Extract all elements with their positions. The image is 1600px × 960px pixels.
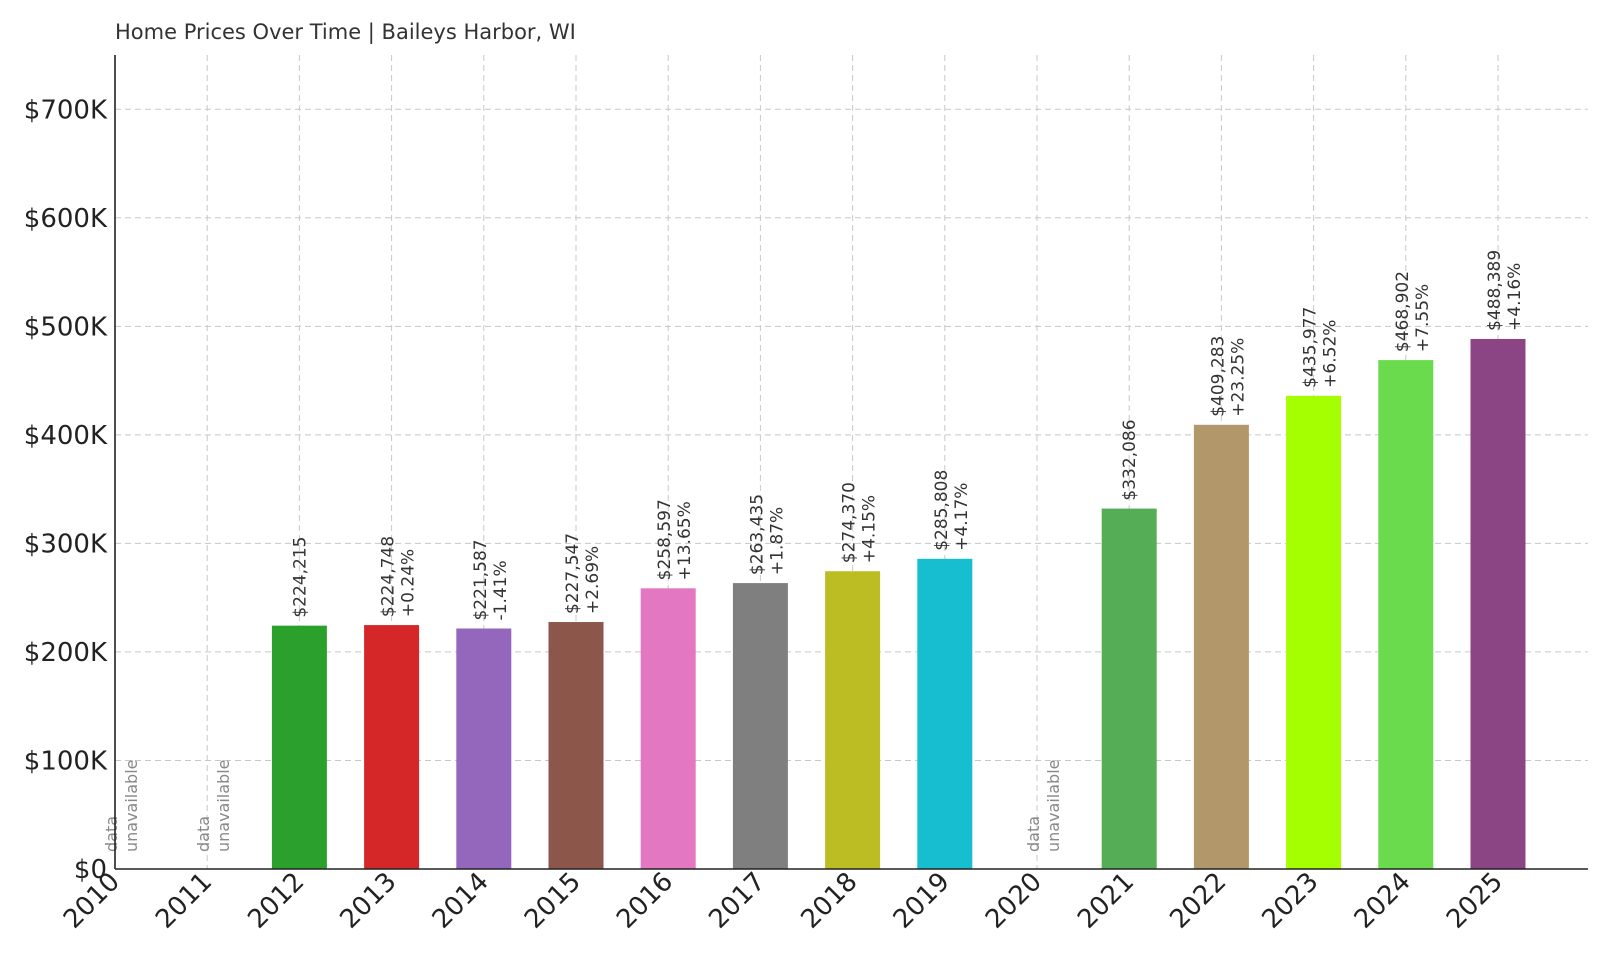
value-label-2024: $468,902+7.55% [1393,271,1433,352]
bar-2016 [640,588,696,869]
x-tick-label-2013: 2013 [335,867,403,935]
value-label-2019: $285,808+4.17% [932,470,972,551]
y-tick-label: $0 [74,855,107,885]
x-tick-label-2018: 2018 [796,867,864,935]
chart-title: Home Prices Over Time | Baileys Harbor, … [115,20,576,45]
value-label-2018: $274,370+4.15% [840,482,880,563]
x-tick-label-2021: 2021 [1072,867,1140,935]
value-label-2022: $409,283+23.25% [1208,336,1248,417]
x-tick-label-2016: 2016 [611,867,679,935]
value-labels: dataunavailable dataunavailable $224,215 $2… [102,250,1525,852]
x-tick-label-2023: 2023 [1257,867,1325,935]
value-label-2013: $224,748+0.24% [379,536,419,617]
x-tick-label-2014: 2014 [427,867,495,935]
value-label-2016: $258,597+13.65% [655,499,695,580]
y-tick-labels: $0 $100K $200K $300K $400K $500K $600K $700K [24,95,108,885]
value-label-2017: $263,435+1.87% [747,494,787,575]
x-tick-label-2011: 2011 [150,867,218,935]
value-label-2025: $488,389+4.16% [1485,250,1525,331]
value-label-2012: $224,215 [290,537,310,618]
data-unavailable-label: dataunavailable [194,760,233,853]
y-tick-label: $500K [24,312,108,342]
y-tick-label: $700K [24,95,108,125]
bar-2017 [732,583,788,869]
data-unavailable-label: dataunavailable [102,760,141,853]
x-tick-label-2019: 2019 [888,867,956,935]
y-tick-label: $600K [24,204,108,234]
y-tick-label: $400K [24,421,108,451]
bar-2019 [917,558,973,869]
bar-2023 [1286,395,1342,869]
bar-2015 [548,622,604,869]
x-tick-label-2020: 2020 [980,867,1048,935]
bar-2012 [271,625,327,869]
x-tick-label-2022: 2022 [1164,867,1232,935]
grid [115,55,1588,869]
y-tick-label: $300K [24,529,108,559]
x-tick-label-2017: 2017 [703,867,771,935]
bar-2024 [1378,360,1434,869]
bar-2014 [456,628,512,869]
value-label-2014: $221,587-1.41% [471,539,511,620]
axes [114,55,1588,870]
bar-2021 [1101,508,1157,869]
value-label-2023: $435,977+6.52% [1301,307,1341,388]
data-unavailable-label: dataunavailable [1024,760,1063,853]
bar-2025 [1470,338,1526,869]
value-label-2015: $227,547+2.69% [563,533,603,614]
bar-2022 [1193,424,1249,869]
bar-2018 [825,571,881,869]
y-tick-label: $100K [24,746,108,776]
x-tick-label-2015: 2015 [519,867,587,935]
bars [271,338,1526,869]
value-label-2021: $332,086 [1120,419,1140,500]
x-tick-label-2024: 2024 [1349,867,1417,935]
x-tick-label-2025: 2025 [1441,867,1509,935]
x-tick-label-2012: 2012 [242,867,310,935]
y-tick-label: $200K [24,638,108,668]
bar-2013 [364,625,420,869]
x-tick-labels: 2010 2011 2012 2013 2014 2015 2016 2017 2018 2019… [58,867,1509,935]
